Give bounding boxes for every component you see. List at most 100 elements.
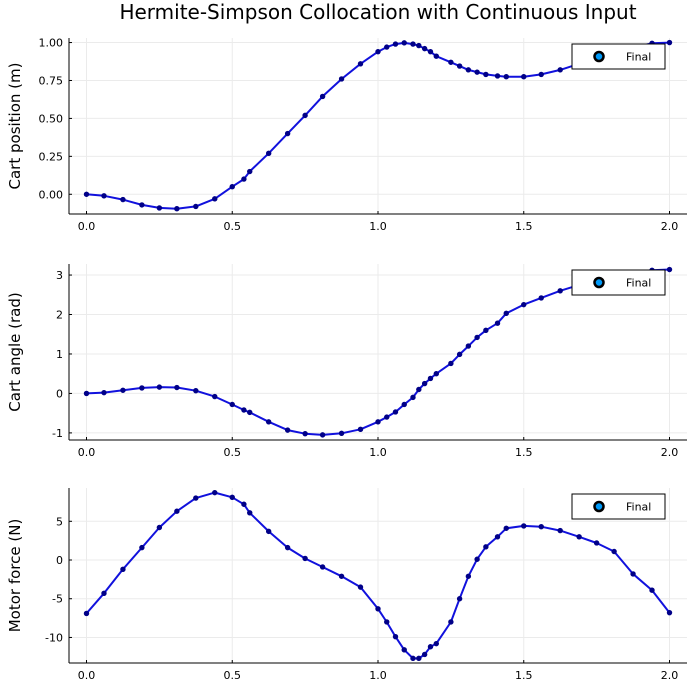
data-point [284,427,291,433]
data-point [193,203,199,210]
data-point [557,67,563,73]
series-line [86,41,670,210]
data-point [448,360,454,367]
data-point [392,409,399,415]
y-axis-label: Cart angle (rad) [6,292,24,411]
x-tick-label: 2.0 [661,446,679,459]
data-point [465,573,472,579]
y-tick-label: 0 [56,554,63,567]
data-point [427,644,434,650]
data-point [630,571,636,577]
data-point [174,384,180,391]
data-point [483,71,489,78]
data-point [357,426,364,433]
data-point [156,384,163,390]
data-point [193,495,199,501]
data-point [494,320,501,326]
data-point [456,351,463,358]
data-point [666,39,673,46]
data-point [427,375,434,382]
data-point [193,387,199,394]
data-point [392,633,399,640]
y-tick-label: -1 [52,427,63,440]
data-point [410,655,416,662]
data-point [229,401,235,408]
data-point [384,619,390,625]
data-point [474,556,480,562]
data-point [319,432,326,438]
subplot-3: 0.0 0.5 1.0 1.5 2.0 -10 -5 0 5 Motor force (N) Fin… [6,488,687,682]
data-point [384,414,390,420]
x-tick-label: 0.5 [223,669,241,682]
data-point [357,584,364,590]
legend-box [571,493,666,520]
data-point [557,527,563,534]
y-tick-label: 0 [56,387,63,400]
data-point [611,548,617,555]
data-point [156,205,163,211]
y-tick-label: 0.75 [39,74,64,87]
data-point [421,45,428,52]
data-point [83,390,90,397]
data-point [212,489,218,496]
data-point [101,193,107,199]
data-point [265,528,272,535]
data-point [120,566,126,573]
data-point [375,606,381,612]
data-point [247,510,253,516]
x-tick-label: 0.5 [223,220,241,233]
data-point [503,310,509,317]
legend-box [571,269,666,296]
x-tick-label: 0.0 [78,669,96,682]
data-point [375,48,381,55]
legend-marker [593,500,605,513]
data-point [593,540,600,546]
subplots: 0.0 0.5 1.0 1.5 2.00.000.250.500.751.00Cart … [6,37,687,682]
data-point [265,419,272,425]
data-point [139,544,145,551]
data-point [521,523,527,529]
y-tick-label: 0.00 [39,188,64,201]
x-tick-label: 1.5 [515,669,533,682]
data-point [456,63,463,69]
data-point [174,508,180,514]
data-point [448,59,454,65]
data-point [538,524,544,530]
legend: Final [571,493,666,520]
legend-label: Final [626,51,651,64]
x-tick-label: 2.0 [661,669,679,682]
data-point [319,93,326,100]
data-point [433,53,440,59]
data-point [212,196,218,202]
data-point [416,386,422,393]
data-point [392,41,399,47]
data-point [483,327,489,333]
data-point [229,494,235,500]
data-point [139,202,145,208]
data-point [319,564,326,570]
data-point [474,69,480,75]
data-point [494,534,501,540]
y-tick-label: -10 [45,631,63,644]
data-point [410,394,416,401]
data-point [174,205,180,212]
data-point [433,640,440,647]
data-point [83,610,90,617]
data-point [666,609,673,616]
data-point [384,44,390,50]
data-point [427,48,434,55]
data-point [503,73,509,80]
data-point [421,651,428,658]
data-point [302,112,308,119]
y-tick-label: 5 [56,515,63,528]
y-tick-label: 3 [56,269,63,282]
data-point [474,334,480,341]
legend-marker [593,50,605,63]
data-point [401,401,407,408]
data-point [494,73,501,79]
subplot-2: 0.0 0.5 1.0 1.5 2.0 -1 0 1 2 3 Cart angle (rad) Fin… [6,264,687,459]
data-point [433,371,440,377]
subplot-1: 0.0 0.5 1.0 1.5 2.0 0.00 0.25 0.50 0.75 1.00 Cart … [6,37,687,233]
y-tick-label: 0.25 [39,150,64,163]
